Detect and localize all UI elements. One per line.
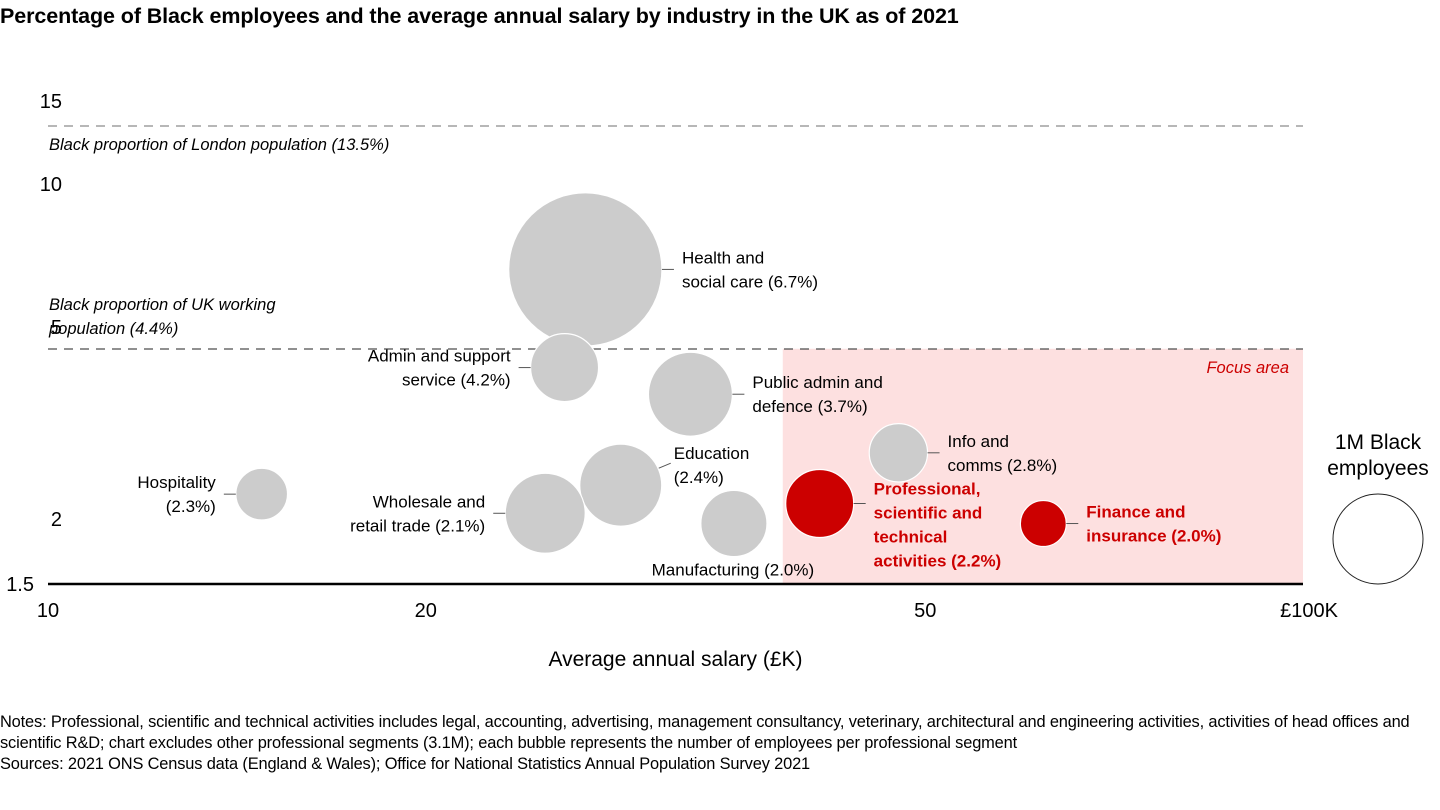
axes-layer: 10 20 50 £100K 15 10 5 2 1.5 Average annual salar… <box>6 91 1338 671</box>
bubble <box>235 467 289 521</box>
focus-area-label-line: Focus area <box>1206 359 1289 377</box>
bubble-label-line: Hospitality <box>137 473 216 492</box>
bubble-label-line: insurance (2.0%) <box>1086 527 1221 546</box>
size-legend-label-line: 1M Black <box>1335 431 1422 454</box>
bubble-label-line: (2.3%) <box>166 497 216 516</box>
bubble-label-line: Wholesale and <box>373 492 485 511</box>
bubble-label-line: retail trade (2.1%) <box>350 516 485 535</box>
bubble-label: Info and comms (2.8%) <box>948 432 1058 475</box>
reference-lines-layer: Black proportion of London population (1… <box>48 125 1303 350</box>
bubble-label-line: service (4.2%) <box>402 371 511 390</box>
reference-line-label: Black proportion of UK working population… <box>48 296 276 338</box>
bubble-label-line: Finance and <box>1086 503 1185 522</box>
bubble-label-line: Health and <box>682 248 764 267</box>
bubble-labels-layer: Health and social care (6.7%) Admin and su… <box>137 248 1221 579</box>
y-tick-label: 10 <box>40 174 62 196</box>
reference-line-label-line: Black proportion of London population (1… <box>49 136 389 154</box>
bubble <box>504 472 586 554</box>
y-tick-label: 15 <box>40 91 62 113</box>
x-tick-label: 50 <box>914 600 936 622</box>
reference-line-label-line: Black proportion of UK working <box>49 296 276 314</box>
x-axis-title: Average annual salary (£K) <box>548 648 802 671</box>
bubble-label: Wholesale and retail trade (2.1%) <box>350 492 485 535</box>
size-legend-layer: 1M Black employees <box>1327 431 1429 585</box>
bubble-label-line: social care (6.7%) <box>682 272 818 291</box>
size-legend-label-line: employees <box>1327 457 1429 480</box>
reference-line-label-line: population (4.4%) <box>48 320 178 338</box>
bubble <box>700 489 768 558</box>
bubble <box>647 351 733 437</box>
bubble <box>868 423 929 483</box>
bubble-label: Public admin and defence (3.7%) <box>752 373 882 416</box>
reference-line-label: Black proportion of London population (1… <box>49 136 389 154</box>
y-tick-label: 1.5 <box>6 574 34 596</box>
bubble-label-line: (2.4%) <box>674 468 724 487</box>
x-tick-label: £100K <box>1280 600 1338 622</box>
bubble-label-line: scientific and <box>874 503 983 522</box>
notes-text: Notes: Professional, scientific and tech… <box>0 713 1410 752</box>
bubble-label-line: Admin and support <box>368 347 511 366</box>
bubble <box>1019 499 1067 548</box>
bubble-label-line: Public admin and <box>752 373 882 392</box>
footnotes: Notes: Professional, scientific and tech… <box>0 712 1432 775</box>
bubble <box>508 192 663 347</box>
sources-text: Sources: 2021 ONS Census data (England &… <box>0 755 811 773</box>
bubble-label-line: comms (2.8%) <box>948 456 1058 475</box>
bubble <box>785 468 855 539</box>
bubble-label-line: activities (2.2%) <box>874 551 1002 570</box>
bubble-label-line: defence (3.7%) <box>752 397 867 416</box>
x-tick-label: 20 <box>415 600 437 622</box>
bubble-label-line: technical <box>874 527 948 546</box>
bubble-chart: Focus area Black proportion of London po… <box>6 91 1429 671</box>
bubble <box>530 333 600 403</box>
size-legend-label: 1M Black employees <box>1327 431 1429 480</box>
bubble-label: Finance and insurance (2.0%) <box>1086 503 1221 546</box>
bubble-label: Health and social care (6.7%) <box>682 248 818 291</box>
bubble-label: Hospitality (2.3%) <box>137 473 216 516</box>
y-tick-label: 2 <box>51 509 62 531</box>
y-tick-label: 5 <box>51 317 62 339</box>
bubble-label-line: Manufacturing (2.0%) <box>652 561 815 580</box>
bubble-label: Professional, scientific and technical acti… <box>874 479 1002 570</box>
bubble <box>579 443 663 527</box>
x-tick-label: 10 <box>37 600 59 622</box>
bubble-label: Education (2.4%) <box>674 444 750 487</box>
label-leader-line <box>658 462 671 469</box>
chart-title: Percentage of Black employees and the av… <box>0 4 959 28</box>
focus-area-label: Focus area <box>1206 359 1289 377</box>
bubble-label: Admin and support service (4.2%) <box>368 347 511 390</box>
size-legend-bubble <box>1332 493 1424 585</box>
bubble-label-line: Info and <box>948 432 1009 451</box>
bubble-label-line: Education <box>674 444 750 463</box>
bubble-label-line: Professional, <box>874 479 981 498</box>
bubble-label: Manufacturing (2.0%) <box>652 561 815 580</box>
bubbles-layer <box>235 192 1067 558</box>
